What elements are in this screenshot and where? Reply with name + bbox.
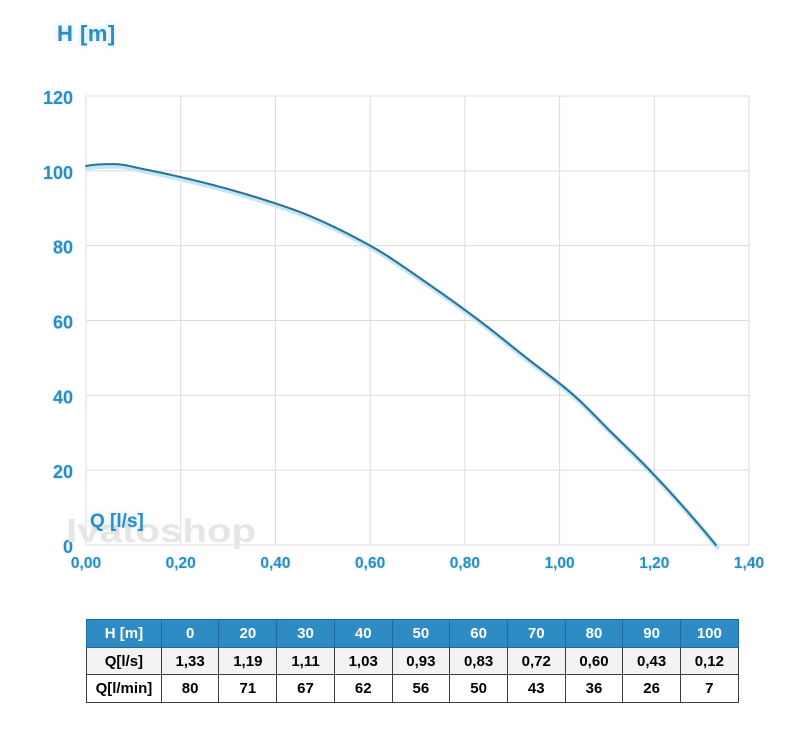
svg-text:100: 100	[43, 163, 73, 183]
svg-text:0,20: 0,20	[166, 555, 196, 572]
svg-text:40: 40	[53, 387, 73, 407]
svg-text:1,00: 1,00	[544, 555, 574, 572]
svg-text:0,60: 0,60	[355, 555, 385, 572]
svg-text:120: 120	[43, 88, 73, 108]
svg-text:0,40: 0,40	[260, 555, 290, 572]
svg-text:20: 20	[53, 462, 73, 482]
svg-text:0,80: 0,80	[450, 555, 480, 572]
svg-text:0,00: 0,00	[71, 555, 101, 572]
svg-text:1,20: 1,20	[639, 555, 669, 572]
svg-text:1,40: 1,40	[734, 555, 764, 572]
svg-text:80: 80	[53, 238, 73, 258]
svg-text:60: 60	[53, 313, 73, 333]
